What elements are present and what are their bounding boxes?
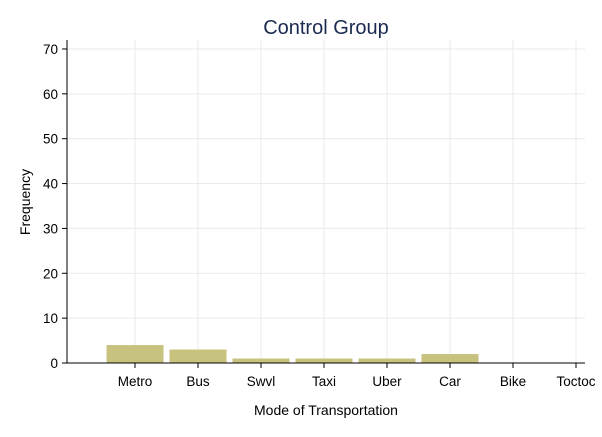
x-tick-label: Taxi: [312, 374, 336, 389]
bar-swvl: [232, 358, 290, 363]
y-tick-label: 60: [43, 87, 58, 102]
chart-title: Control Group: [263, 17, 389, 39]
y-tick-label: 30: [43, 221, 58, 236]
vertical-gridlines: [134, 40, 577, 363]
x-tick-label: Metro: [118, 374, 153, 389]
horizontal-gridlines: [67, 48, 585, 319]
x-tick-label: Car: [439, 374, 461, 389]
y-tick-label: 0: [50, 356, 58, 371]
bar-car: [421, 354, 479, 363]
bar-taxi: [295, 358, 353, 363]
bars: [106, 345, 479, 363]
y-tick-label: 50: [43, 132, 58, 147]
bar-metro: [106, 345, 164, 363]
bar-uber: [358, 358, 416, 363]
y-tick-label: 70: [43, 42, 58, 57]
x-tick-label: Bus: [186, 374, 210, 389]
x-axis-ticks: Metro Bus Swvl Taxi Uber Car Bike Toctoc: [118, 363, 596, 389]
y-tick-label: 10: [43, 311, 58, 326]
x-tick-label: Toctoc: [556, 374, 595, 389]
y-axis-ticks: 0 10 20 30 40 50 60 70: [43, 42, 67, 371]
x-tick-label: Swvl: [247, 374, 276, 389]
bar-bus: [169, 349, 227, 363]
x-tick-label: Uber: [372, 374, 402, 389]
x-axis-label: Mode of Transportation: [254, 402, 398, 418]
y-tick-label: 40: [43, 177, 58, 192]
y-axis-label: Frequency: [17, 169, 33, 235]
y-tick-label: 20: [43, 266, 58, 281]
x-tick-label: Bike: [500, 374, 526, 389]
